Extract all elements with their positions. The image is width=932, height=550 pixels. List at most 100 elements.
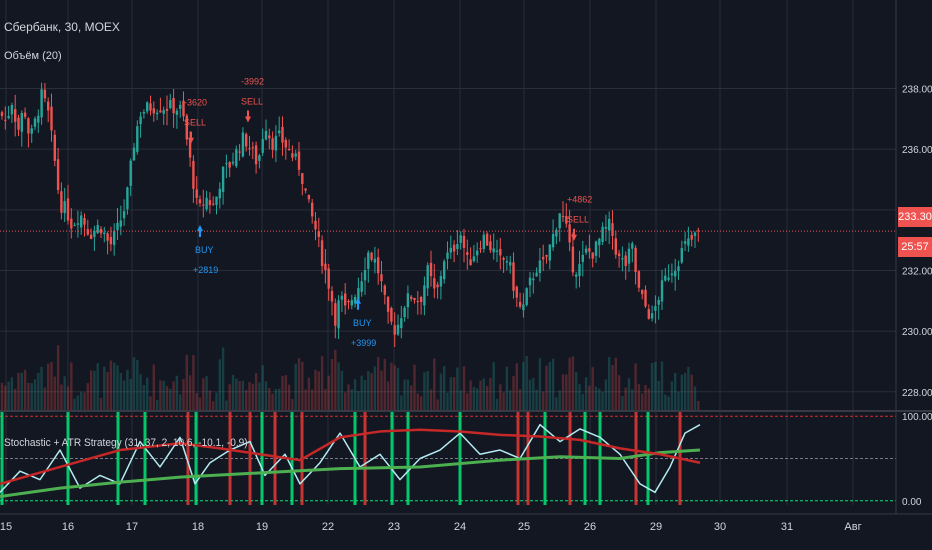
candle-body <box>697 230 700 232</box>
candle-body <box>109 237 113 245</box>
candle-body <box>393 325 396 335</box>
volume-bar <box>660 361 664 410</box>
candle-body <box>571 246 575 273</box>
trade-profit-label: -3620 <box>184 98 207 108</box>
date-tick-label: 15 <box>0 521 12 533</box>
volume-bar <box>657 381 660 410</box>
volume-bar <box>423 372 426 410</box>
volume-bar <box>443 365 446 410</box>
volume-bar <box>492 362 495 410</box>
volume-bar <box>584 377 588 410</box>
candle-body <box>340 295 344 300</box>
volume-bar <box>535 389 538 410</box>
volume-bar <box>575 371 578 410</box>
candle-body <box>344 293 347 306</box>
date-tick-label: 30 <box>714 521 726 533</box>
volume-bar <box>126 369 129 410</box>
candle-body <box>159 110 162 113</box>
volume-bar <box>271 393 274 410</box>
volume-bar <box>4 385 7 410</box>
candle-body <box>30 128 33 134</box>
sell-signal-bar <box>273 412 277 505</box>
volume-bar <box>113 362 116 410</box>
volume-bar <box>459 390 462 410</box>
candle-body <box>492 248 495 253</box>
date-tick-label: Авг <box>844 521 861 533</box>
candle-body <box>248 148 251 150</box>
volume-bar <box>462 366 466 410</box>
candle-body <box>56 159 60 191</box>
candle-body <box>136 126 139 152</box>
volume-bar <box>604 379 608 410</box>
candle-body <box>419 297 423 303</box>
volume-bar <box>139 374 142 410</box>
candle-body <box>106 233 109 241</box>
candle-body <box>155 112 159 115</box>
buy-signal-bar <box>646 412 650 505</box>
volume-bar <box>307 377 311 410</box>
candle-body <box>522 304 525 311</box>
volume-bar <box>149 396 152 410</box>
date-tick-label: 31 <box>781 521 793 533</box>
volume-bar <box>165 386 169 410</box>
volume-bar <box>631 389 634 410</box>
volume-bar <box>624 387 627 410</box>
candle-body <box>86 229 89 235</box>
volume-bar <box>179 394 182 410</box>
volume-bar <box>664 394 667 410</box>
candle-body <box>598 238 601 246</box>
trade-profit-label: +4862 <box>567 195 592 205</box>
candle-body <box>132 147 136 161</box>
candle-body <box>456 244 459 249</box>
candle-body <box>14 109 17 122</box>
buy-arrow-icon <box>197 225 203 231</box>
candle-body <box>241 132 245 157</box>
candle-body <box>413 297 416 301</box>
indicator-tick-label: 100.00 <box>902 412 932 423</box>
candle-body <box>363 270 367 281</box>
candle-body <box>357 288 360 301</box>
candle-body <box>221 166 225 192</box>
candle-body <box>383 285 386 295</box>
trade-side-label: SELL <box>184 118 206 128</box>
volume-bar <box>136 360 139 410</box>
buy-signal-bar <box>143 412 147 505</box>
volume-bar <box>429 389 433 410</box>
candle-body <box>20 113 23 132</box>
candle-body <box>687 238 690 246</box>
volume-bar <box>479 380 482 410</box>
volume-bar <box>30 383 33 410</box>
sell-signal-bar <box>228 412 232 505</box>
volume-bar <box>528 379 532 410</box>
candle-body <box>396 324 400 335</box>
candle-body <box>429 262 433 277</box>
buy-signal-bar <box>406 412 410 505</box>
volume-bar <box>152 364 155 410</box>
volume-bar <box>367 371 370 410</box>
candle-body <box>122 211 126 219</box>
volume-bar <box>558 390 561 410</box>
candle-body <box>575 274 578 277</box>
volume-bar <box>380 370 383 410</box>
candle-body <box>307 194 311 200</box>
candle-body <box>644 289 647 307</box>
volume-bar <box>670 381 674 410</box>
candle-body <box>664 275 667 281</box>
volume-bar <box>340 370 344 410</box>
candle-body <box>693 232 697 236</box>
candle-body <box>627 248 631 264</box>
volume-bar <box>83 392 86 410</box>
candle-body <box>245 134 248 147</box>
candle-body <box>535 272 538 277</box>
candle-body <box>287 149 291 151</box>
candle-body <box>518 301 522 307</box>
sell-signal: -3992 SELL <box>241 76 264 123</box>
candle-body <box>311 202 314 217</box>
volume-bar <box>334 349 337 410</box>
candle-body <box>525 288 528 306</box>
volume-bar <box>212 401 215 410</box>
volume-bar <box>198 397 202 410</box>
volume-bar <box>370 373 373 410</box>
candle-body <box>33 118 37 127</box>
